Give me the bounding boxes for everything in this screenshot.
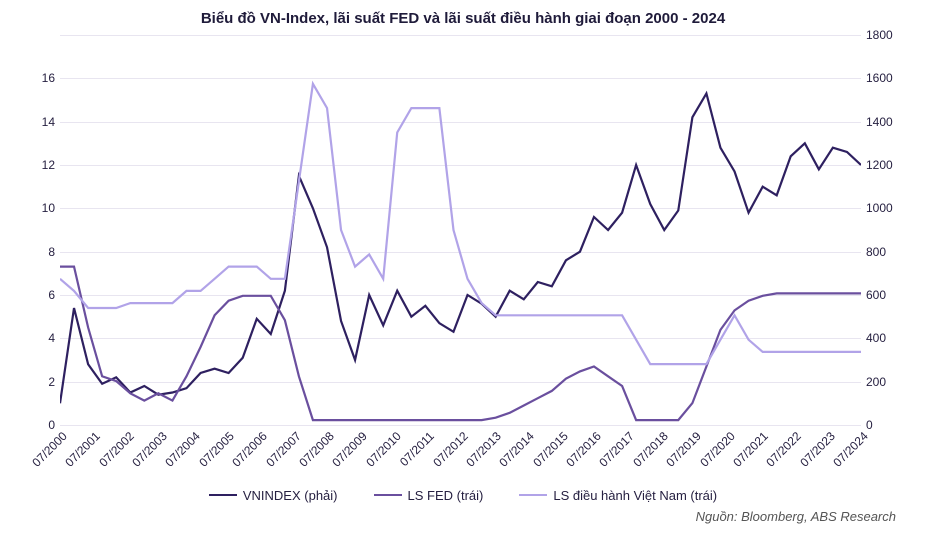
legend-swatch (209, 494, 237, 496)
x-tick: 07/2018 (630, 429, 671, 470)
legend-item-ls_vn: LS điều hành Việt Nam (trái) (519, 488, 717, 503)
x-tick: 07/2015 (530, 429, 571, 470)
y-right-tick: 1000 (866, 201, 911, 215)
x-tick: 07/2017 (597, 429, 638, 470)
series-ls_fed (60, 267, 861, 421)
x-tick: 07/2022 (764, 429, 805, 470)
legend-item-ls_fed: LS FED (trái) (374, 488, 484, 503)
y-left-tick: 10 (20, 201, 55, 215)
x-tick: 07/2001 (63, 429, 104, 470)
source-text: Nguồn: Bloomberg, ABS Research (10, 509, 896, 524)
x-tick: 07/2002 (96, 429, 137, 470)
y-left-tick: 6 (20, 288, 55, 302)
y-right-tick: 1400 (866, 115, 911, 129)
x-tick: 07/2004 (163, 429, 204, 470)
x-tick: 07/2007 (263, 429, 304, 470)
x-tick: 07/2009 (330, 429, 371, 470)
y-left-tick: 2 (20, 375, 55, 389)
y-right-tick: 1200 (866, 158, 911, 172)
x-tick: 07/2020 (697, 429, 738, 470)
x-tick: 07/2016 (563, 429, 604, 470)
y-left-tick: 0 (20, 418, 55, 432)
x-axis-labels: 07/200007/200107/200207/200307/200407/20… (60, 425, 861, 480)
y-right-tick: 400 (866, 331, 911, 345)
legend-item-vnindex: VNINDEX (phải) (209, 488, 338, 503)
legend-label: VNINDEX (phải) (243, 488, 338, 503)
chart-lines-svg (60, 35, 861, 425)
x-tick: 07/2000 (29, 429, 70, 470)
series-ls_vn (60, 84, 861, 364)
y-right-tick: 200 (866, 375, 911, 389)
plot-area: 0022004400660088001010001212001414001616… (60, 35, 861, 425)
y-left-tick: 12 (20, 158, 55, 172)
x-tick: 07/2003 (129, 429, 170, 470)
y-right-tick: 800 (866, 245, 911, 259)
x-tick: 07/2010 (363, 429, 404, 470)
y-left-tick: 16 (20, 71, 55, 85)
x-tick: 07/2006 (230, 429, 271, 470)
y-right-tick: 600 (866, 288, 911, 302)
x-tick: 07/2005 (196, 429, 237, 470)
legend-swatch (519, 494, 547, 496)
y-right-tick: 0 (866, 418, 911, 432)
y-left-tick: 8 (20, 245, 55, 259)
x-tick: 07/2012 (430, 429, 471, 470)
legend-label: LS điều hành Việt Nam (trái) (553, 488, 717, 503)
y-left-tick: 4 (20, 331, 55, 345)
series-vnindex (60, 94, 861, 404)
x-tick: 07/2019 (663, 429, 704, 470)
x-tick: 07/2013 (463, 429, 504, 470)
y-left-tick: 14 (20, 115, 55, 129)
x-tick: 07/2011 (397, 429, 437, 469)
chart-legend: VNINDEX (phải) LS FED (trái) LS điều hành … (10, 484, 916, 503)
x-tick: 07/2021 (730, 429, 771, 470)
y-right-tick: 1600 (866, 71, 911, 85)
y-right-tick: 1800 (866, 28, 911, 42)
legend-swatch (374, 494, 402, 496)
legend-label: LS FED (trái) (408, 488, 484, 503)
x-tick: 07/2023 (797, 429, 838, 470)
x-tick: 07/2008 (296, 429, 337, 470)
chart-container: Biểu đồ VN-Index, lãi suất FED và lãi su… (10, 10, 916, 537)
x-tick: 07/2024 (830, 429, 871, 470)
chart-title: Biểu đồ VN-Index, lãi suất FED và lãi su… (10, 10, 916, 27)
x-tick: 07/2014 (497, 429, 538, 470)
